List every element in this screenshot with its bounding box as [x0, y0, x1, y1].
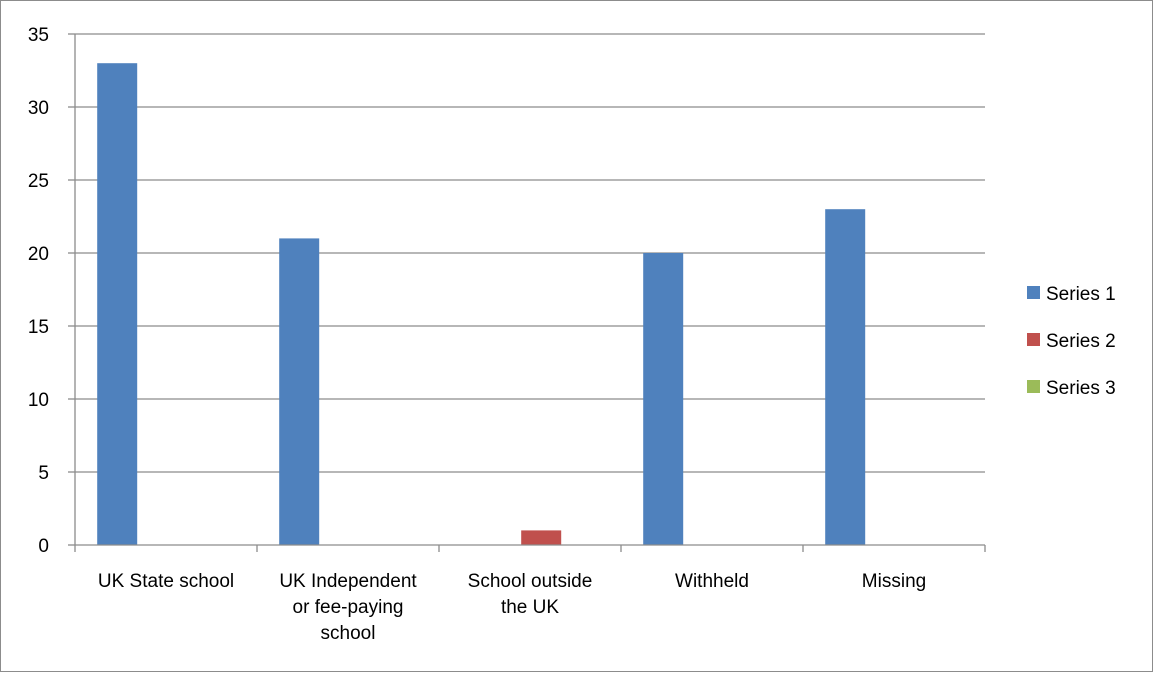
bars: [97, 63, 866, 545]
legend-label: Series 3: [1046, 378, 1116, 399]
legend-swatch: [1027, 333, 1040, 346]
legend-swatch: [1027, 380, 1040, 393]
y-tick-label: 35: [28, 25, 49, 46]
y-tick-label: 15: [28, 317, 49, 338]
legend-swatch: [1027, 286, 1040, 299]
x-tick-label: UK State school: [98, 571, 234, 592]
legend: Series 1 Series 2 Series 3: [1027, 284, 1116, 399]
gridlines: [75, 33, 985, 473]
y-tick-labels: 0 5 10 15 20 25 30 35: [28, 25, 49, 557]
bar-series-2: [521, 530, 562, 545]
x-tick-labels: UK State school UK Independent or fee-payi…: [98, 571, 926, 644]
y-tick-label: 5: [38, 463, 49, 484]
bar-series-1: [643, 253, 684, 545]
y-tick-label: 30: [28, 98, 49, 119]
x-tick-label: UK Independent or fee-paying school: [279, 571, 417, 644]
bar-series-1: [97, 63, 138, 545]
legend-label: Series 1: [1046, 284, 1116, 305]
bar-series-1: [825, 209, 866, 545]
y-tick-label: 10: [28, 390, 49, 411]
bar-series-1: [279, 238, 320, 545]
x-tick-label: Missing: [862, 571, 926, 592]
legend-label: Series 2: [1046, 331, 1116, 352]
y-tick-label: 20: [28, 244, 49, 265]
axes: [68, 33, 986, 552]
x-tick-label: School outside the UK: [468, 571, 593, 618]
y-tick-label: 0: [38, 536, 49, 557]
x-tick-label: Withheld: [675, 571, 749, 592]
y-tick-label: 25: [28, 171, 49, 192]
